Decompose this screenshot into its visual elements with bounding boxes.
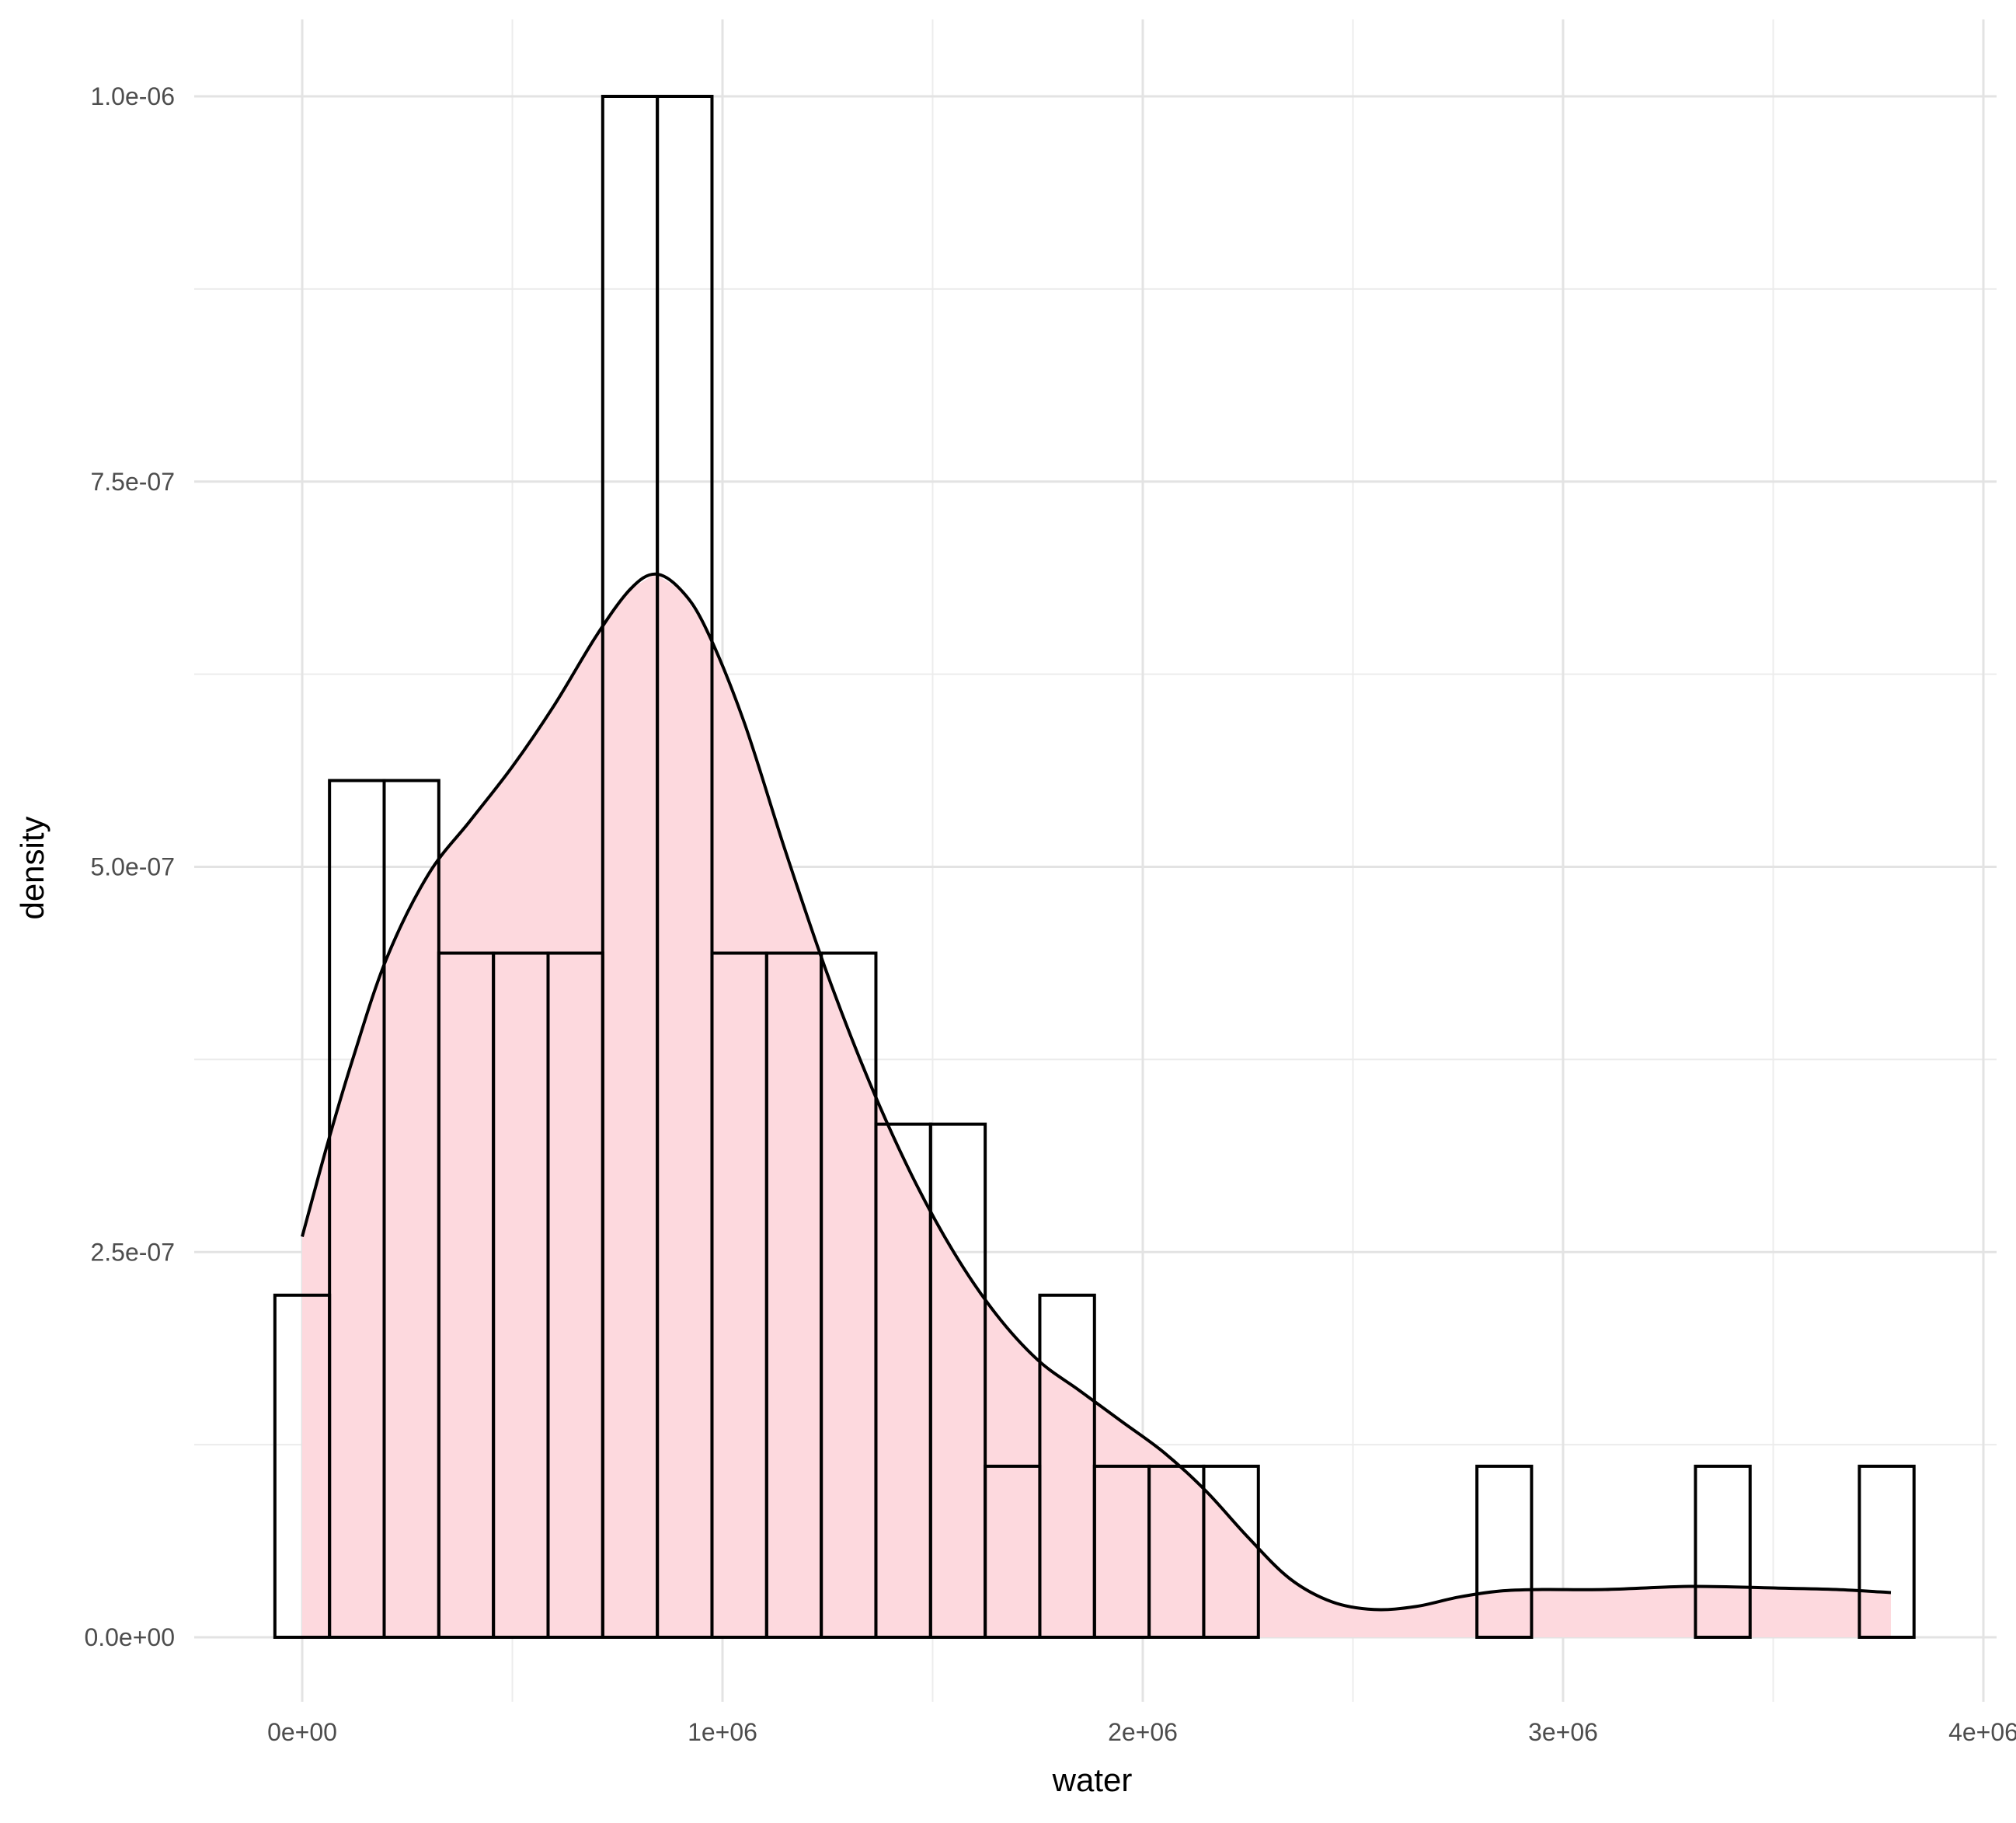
histogram-bar: [1202, 1464, 1260, 1639]
x-axis-tick-labels: 0e+00 1e+06 2e+06 3e+06 4e+06: [267, 1718, 2016, 1746]
y-axis-tick-labels: 0.0e+00 2.5e-07 5.0e-07 7.5e-07 1.0e-06: [84, 82, 175, 1651]
density-curve: [301, 572, 1892, 1612]
histogram-bars: [273, 95, 1916, 1640]
density-curve-layer: [301, 572, 1892, 1612]
histogram-bar: [1858, 1464, 1916, 1639]
x-tick-label: 2e+06: [1108, 1718, 1178, 1746]
density-area-layer: [302, 573, 1891, 1637]
y-tick-label: 5.0e-07: [90, 853, 175, 881]
x-tick-label: 0e+00: [267, 1718, 337, 1746]
y-tick-label: 7.5e-07: [90, 468, 175, 496]
density-area: [302, 573, 1891, 1637]
x-tick-label: 4e+06: [1948, 1718, 2016, 1746]
y-tick-label: 0.0e+00: [84, 1623, 175, 1651]
histogram-bar: [928, 1122, 987, 1639]
y-axis-title: density: [14, 816, 50, 919]
x-axis-title: water: [1052, 1762, 1133, 1798]
y-tick-label: 2.5e-07: [90, 1238, 175, 1266]
y-tick-label: 1.0e-06: [90, 82, 175, 110]
histogram-bar: [656, 95, 714, 1639]
histogram-bar: [1475, 1464, 1534, 1639]
x-tick-label: 1e+06: [688, 1718, 757, 1746]
histogram-bar: [1694, 1464, 1752, 1639]
x-tick-label: 3e+06: [1528, 1718, 1598, 1746]
